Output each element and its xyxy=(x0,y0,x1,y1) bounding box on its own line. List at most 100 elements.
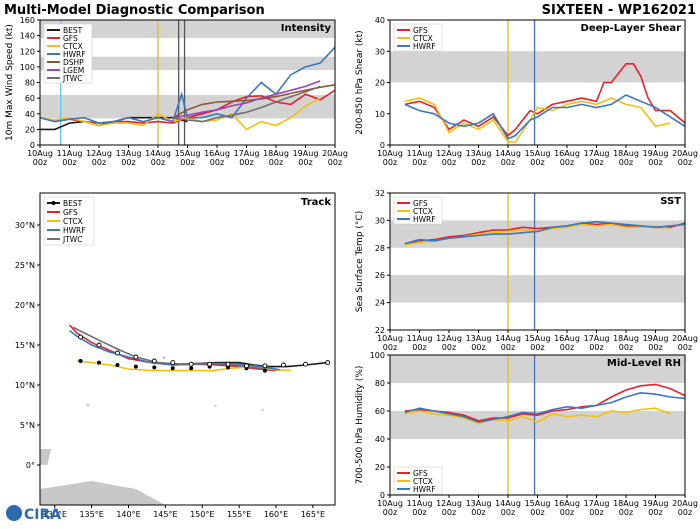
intensity-panel: 02040608010012014016010Aug00z11Aug00z12A… xyxy=(5,16,348,167)
rh-xtick-hour: 00z xyxy=(648,508,662,517)
sst-xtick-hour: 00z xyxy=(501,343,515,352)
intensity-ytick-label: 20 xyxy=(25,125,35,134)
chuuk-island xyxy=(214,404,217,407)
track-position-circle xyxy=(170,360,176,366)
rh-legend-label-gfs: GFS xyxy=(413,469,428,478)
rh-legend-label-hwrf: HWRF xyxy=(413,485,436,494)
track-position-circle xyxy=(262,363,268,369)
sst-legend-label-hwrf: HWRF xyxy=(413,215,436,224)
shear-panel: 01020304010Aug00z11Aug00z12Aug00z13Aug00… xyxy=(355,16,698,167)
track-xtick-label: 135°E xyxy=(79,510,103,519)
intensity-xtick-label: 18Aug xyxy=(263,149,289,158)
rh-ytick-label: 80 xyxy=(375,379,385,388)
panels-group: 02040608010012014016010Aug00z11Aug00z12A… xyxy=(5,16,698,519)
shear-xtick-label: 14Aug xyxy=(495,149,521,158)
intensity-ytick-label: 160 xyxy=(20,16,35,25)
shear-series-gfs xyxy=(404,63,685,137)
sst-ytick-label: 28 xyxy=(375,244,385,253)
rh-xtick-hour: 00z xyxy=(589,508,603,517)
track-xtick-label: 150°E xyxy=(190,510,214,519)
rh-ytick-label: 40 xyxy=(375,435,385,444)
intensity-xtick-hour: 00z xyxy=(328,158,342,167)
shear-xtick-hour: 00z xyxy=(530,158,544,167)
intensity-xtick-label: 12Aug xyxy=(86,149,112,158)
intensity-ytick-label: 80 xyxy=(25,79,35,88)
rh-title: Mid-Level RH xyxy=(607,358,681,369)
shear-xtick-hour: 00z xyxy=(442,158,456,167)
intensity-legend-label-ctcx: CTCX xyxy=(63,42,83,51)
storm-id-title: SIXTEEN - WP162021 xyxy=(542,3,696,18)
track-frame xyxy=(39,192,336,506)
intensity-ytick-label: 0 xyxy=(30,141,35,150)
track-position-dot xyxy=(97,360,101,365)
intensity-ytick-label: 120 xyxy=(20,47,35,56)
rh-ytick-label: 0 xyxy=(380,491,385,500)
sst-panel: 22242628303210Aug00z11Aug00z12Aug00z13Au… xyxy=(355,189,698,352)
track-ytick-label: 30°N xyxy=(15,221,35,230)
shear-xtick-hour: 00z xyxy=(471,158,485,167)
intensity-xtick-hour: 00z xyxy=(92,158,106,167)
rh-xtick-label: 15Aug xyxy=(525,499,551,508)
intensity-xtick-hour: 00z xyxy=(151,158,165,167)
sst-xtick-label: 15Aug xyxy=(525,334,551,343)
track-ytick-label: 10°N xyxy=(15,381,35,390)
shear-xtick-hour: 00z xyxy=(648,158,662,167)
track-position-dot xyxy=(262,368,267,373)
rh-xtick-hour: 00z xyxy=(442,508,456,517)
track-legend-label-jtwc: JTWC xyxy=(62,235,82,244)
rh-xtick-label: 16Aug xyxy=(554,499,580,508)
sst-xtick-label: 16Aug xyxy=(554,334,580,343)
shear-xtick-hour: 00z xyxy=(560,158,574,167)
rh-xtick-label: 10Aug xyxy=(377,499,403,508)
sst-xtick-hour: 00z xyxy=(383,343,397,352)
track-series-ctcx xyxy=(76,360,291,372)
track-series-hwrf xyxy=(69,329,280,371)
track-landmass xyxy=(40,356,264,505)
intensity-xtick-label: 10Aug xyxy=(27,149,53,158)
shear-legend-label-ctcx: CTCX xyxy=(413,34,433,43)
track-position-dot xyxy=(170,366,175,371)
sst-xtick-hour: 00z xyxy=(471,343,485,352)
shear-xtick-hour: 00z xyxy=(412,158,426,167)
track-position-circle xyxy=(78,334,84,340)
intensity-legend-label-gfs: GFS xyxy=(63,34,78,43)
intensity-band-1 xyxy=(40,56,335,70)
rh-series-ctcx xyxy=(404,407,671,425)
track-position-dot xyxy=(189,366,194,371)
track-xtick-label: 130°E xyxy=(43,510,67,519)
sst-ytick-label: 22 xyxy=(375,326,385,335)
rh-xtick-hour: 00z xyxy=(560,508,574,517)
intensity-xtick-label: 20Aug xyxy=(322,149,348,158)
intensity-legend-label-jtwc: JTWC xyxy=(62,74,82,83)
intensity-title: Intensity xyxy=(281,23,332,34)
track-panel: 130°E 135°E 140°E 145°E 150°E 155°E 160°E 165°E… xyxy=(15,192,336,519)
rh-series-hwrf xyxy=(404,391,685,424)
track-ytick-label: 25°N xyxy=(15,261,35,270)
shear-xtick-hour: 00z xyxy=(678,158,692,167)
track-title: Track xyxy=(301,197,331,208)
intensity-ytick-label: 140 xyxy=(20,32,35,41)
sst-xtick-hour: 00z xyxy=(619,343,633,352)
track-position-circle xyxy=(225,361,231,367)
sst-ytick-label: 30 xyxy=(375,216,385,225)
track-position-circle xyxy=(303,361,308,367)
halmahera-land xyxy=(40,449,52,465)
rh-ylabel: 700-500 hPa Humidity (%) xyxy=(355,366,365,485)
track-position-circle xyxy=(244,363,249,369)
shear-xtick-label: 12Aug xyxy=(436,149,462,158)
intensity-xtick-hour: 00z xyxy=(210,158,224,167)
rh-xtick-hour: 00z xyxy=(619,508,633,517)
sst-xtick-label: 14Aug xyxy=(495,334,521,343)
rh-xtick-label: 18Aug xyxy=(613,499,639,508)
rh-xtick-label: 14Aug xyxy=(495,499,521,508)
intensity-series-hwrf xyxy=(40,46,335,124)
shear-ytick-label: 10 xyxy=(375,110,385,119)
sst-ytick-label: 32 xyxy=(375,189,385,198)
shear-xtick-hour: 00z xyxy=(501,158,515,167)
shear-legend-label-gfs: GFS xyxy=(413,26,428,35)
shear-xtick-label: 15Aug xyxy=(525,149,551,158)
rh-ytick-label: 60 xyxy=(375,407,385,416)
rh-xtick-label: 12Aug xyxy=(436,499,462,508)
